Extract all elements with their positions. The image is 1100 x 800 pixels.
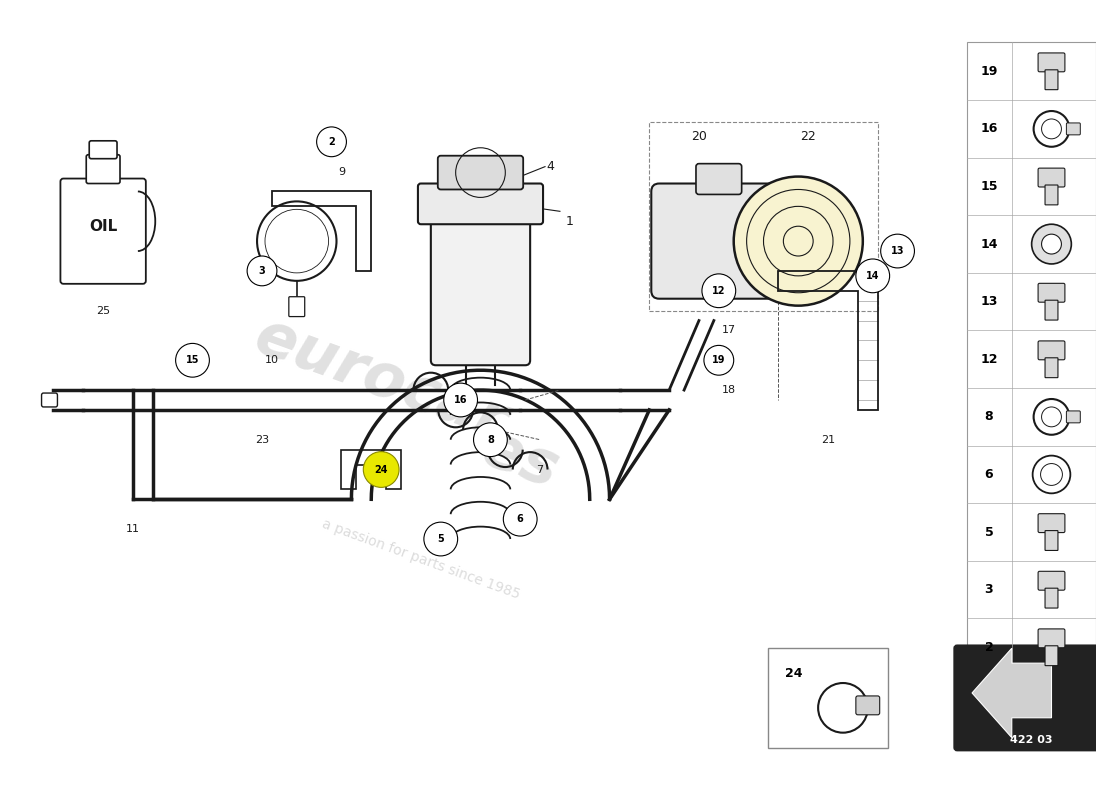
Circle shape — [704, 346, 734, 375]
FancyBboxPatch shape — [1045, 70, 1058, 90]
Text: 23: 23 — [255, 434, 270, 445]
Text: 4: 4 — [546, 160, 554, 173]
FancyBboxPatch shape — [89, 141, 117, 158]
FancyBboxPatch shape — [696, 164, 741, 194]
FancyBboxPatch shape — [1038, 514, 1065, 533]
Text: 2: 2 — [328, 137, 334, 147]
Circle shape — [1032, 224, 1071, 264]
FancyBboxPatch shape — [1038, 571, 1065, 590]
Circle shape — [856, 259, 890, 293]
Text: 19: 19 — [980, 65, 998, 78]
Text: OIL: OIL — [89, 218, 118, 234]
FancyBboxPatch shape — [769, 648, 888, 747]
Circle shape — [317, 127, 346, 157]
Text: 24: 24 — [374, 465, 388, 474]
Circle shape — [1041, 463, 1063, 486]
Text: 13: 13 — [891, 246, 904, 256]
Text: 12: 12 — [712, 286, 726, 296]
FancyBboxPatch shape — [1038, 53, 1065, 72]
Text: 13: 13 — [980, 295, 998, 308]
Text: 21: 21 — [821, 434, 835, 445]
FancyBboxPatch shape — [1038, 283, 1065, 302]
Circle shape — [881, 234, 914, 268]
FancyBboxPatch shape — [1045, 300, 1058, 320]
Text: 11: 11 — [125, 524, 140, 534]
FancyBboxPatch shape — [86, 154, 120, 183]
Circle shape — [504, 502, 537, 536]
FancyBboxPatch shape — [438, 156, 524, 190]
Text: 15: 15 — [186, 355, 199, 366]
FancyBboxPatch shape — [1038, 168, 1065, 187]
FancyBboxPatch shape — [856, 696, 880, 714]
Text: 19: 19 — [712, 355, 726, 366]
Text: eurocar: eurocar — [246, 307, 516, 453]
FancyBboxPatch shape — [289, 297, 305, 317]
Text: a passion for parts since 1985: a passion for parts since 1985 — [320, 517, 521, 602]
Text: 17: 17 — [722, 326, 736, 335]
Text: 5: 5 — [438, 534, 444, 544]
Text: 3: 3 — [258, 266, 265, 276]
FancyBboxPatch shape — [1038, 629, 1065, 648]
Text: 3: 3 — [984, 583, 993, 596]
FancyBboxPatch shape — [431, 216, 530, 366]
FancyBboxPatch shape — [1045, 588, 1058, 608]
Text: 6: 6 — [517, 514, 524, 524]
Circle shape — [1033, 456, 1070, 494]
Text: 8: 8 — [487, 434, 494, 445]
Text: 6: 6 — [984, 468, 993, 481]
Text: 25: 25 — [96, 306, 110, 316]
Text: 9: 9 — [338, 166, 345, 177]
FancyBboxPatch shape — [1038, 341, 1065, 360]
FancyBboxPatch shape — [954, 646, 1099, 750]
Text: 20: 20 — [691, 130, 707, 143]
FancyBboxPatch shape — [967, 42, 1097, 681]
Text: 1: 1 — [565, 214, 574, 228]
FancyBboxPatch shape — [1045, 530, 1058, 550]
Text: 7: 7 — [537, 465, 543, 474]
Text: 12: 12 — [980, 353, 998, 366]
FancyBboxPatch shape — [1045, 646, 1058, 666]
Text: 8: 8 — [984, 410, 993, 423]
Text: 24: 24 — [784, 666, 802, 679]
Circle shape — [176, 343, 209, 377]
Text: 18: 18 — [722, 385, 736, 395]
FancyBboxPatch shape — [1045, 185, 1058, 205]
FancyBboxPatch shape — [418, 183, 543, 224]
Polygon shape — [972, 648, 1052, 738]
Text: 22: 22 — [801, 130, 816, 143]
Circle shape — [248, 256, 277, 286]
Text: 16: 16 — [454, 395, 467, 405]
FancyBboxPatch shape — [651, 183, 786, 298]
Circle shape — [363, 452, 399, 487]
Circle shape — [443, 383, 477, 417]
Text: 15: 15 — [980, 180, 998, 193]
Circle shape — [424, 522, 458, 556]
FancyBboxPatch shape — [1066, 123, 1080, 135]
FancyBboxPatch shape — [60, 178, 146, 284]
Text: es: es — [473, 418, 566, 501]
Text: 16: 16 — [980, 122, 998, 135]
Text: 5: 5 — [984, 526, 993, 538]
FancyBboxPatch shape — [1045, 358, 1058, 378]
Circle shape — [734, 177, 862, 306]
FancyBboxPatch shape — [1066, 411, 1080, 423]
Text: 2: 2 — [984, 641, 993, 654]
Text: 14: 14 — [866, 271, 880, 281]
Text: 14: 14 — [980, 238, 998, 250]
Circle shape — [702, 274, 736, 308]
FancyBboxPatch shape — [42, 393, 57, 407]
Circle shape — [1042, 234, 1062, 254]
Circle shape — [473, 423, 507, 457]
Text: 10: 10 — [265, 355, 279, 366]
Text: 422 03: 422 03 — [1011, 734, 1053, 745]
